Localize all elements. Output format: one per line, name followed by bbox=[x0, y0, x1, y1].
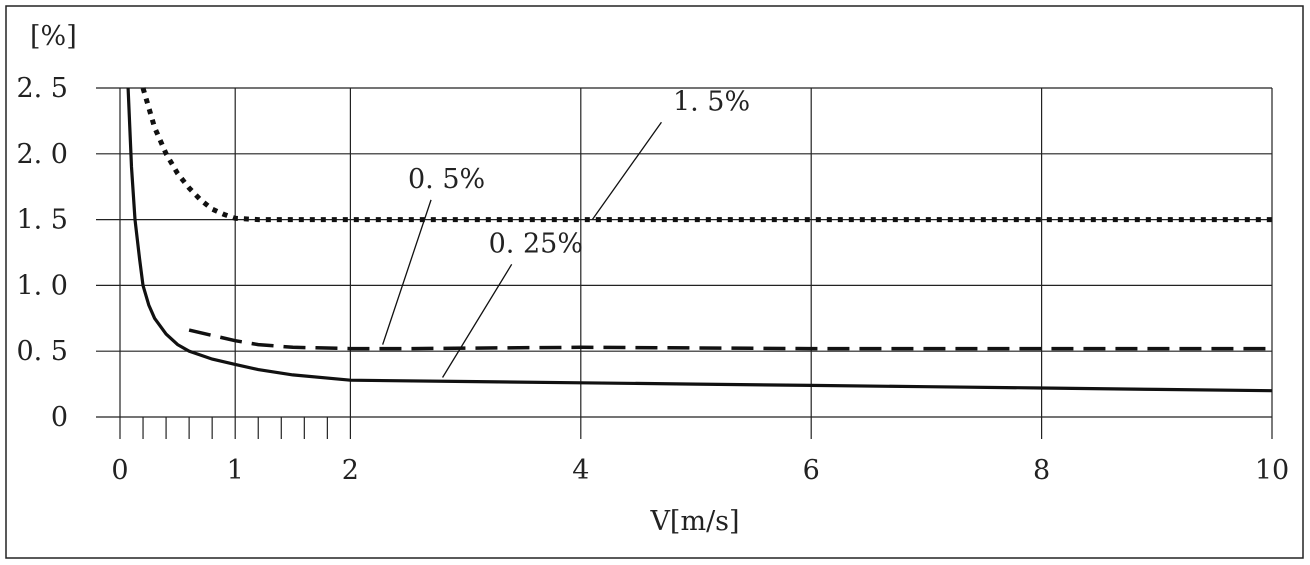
y-tick-label: 1. 0 bbox=[16, 270, 68, 301]
annotation-leader-line bbox=[442, 264, 513, 378]
x-tick-label: 4 bbox=[572, 455, 589, 486]
y-tick-label: 2. 0 bbox=[16, 139, 68, 170]
y-tick-label: 1. 5 bbox=[16, 205, 68, 236]
annotations: 1. 5% 0. 5% 0. 25% bbox=[382, 86, 750, 378]
outer-frame bbox=[5, 5, 1304, 559]
y-tick-label: 0. 5 bbox=[16, 336, 68, 367]
series-line-2 bbox=[188, 328, 1272, 351]
annotation-label: 0. 25% bbox=[489, 229, 583, 260]
annotation-label: 0. 5% bbox=[408, 164, 485, 195]
x-tick-label: 2 bbox=[342, 455, 359, 486]
x-tick-label: 10 bbox=[1255, 455, 1289, 486]
x-tick-label: 8 bbox=[1033, 455, 1050, 486]
series-line-3 bbox=[126, 87, 1273, 393]
y-tick-label: 0 bbox=[51, 402, 68, 433]
y-axis-title: [%] bbox=[30, 21, 77, 52]
x-axis-title: V[m/s] bbox=[649, 506, 739, 537]
annotation-leader-line bbox=[591, 121, 662, 220]
y-tick-label: 2. 5 bbox=[16, 73, 68, 104]
x-tick-label: 1 bbox=[227, 455, 244, 486]
x-tick-label: 6 bbox=[803, 455, 820, 486]
annotation-leader-line bbox=[382, 199, 432, 345]
annotation-label: 1. 5% bbox=[673, 86, 750, 117]
axis-ticks: 0 0. 5 1. 0 1. 5 2. 0 2. 5 0 1 2 4 6 8 10 bbox=[16, 73, 1289, 486]
series-lines bbox=[126, 87, 1273, 393]
x-tick-label: 0 bbox=[111, 455, 128, 486]
series-line-1 bbox=[140, 87, 1272, 223]
grid-lines bbox=[96, 87, 1273, 439]
